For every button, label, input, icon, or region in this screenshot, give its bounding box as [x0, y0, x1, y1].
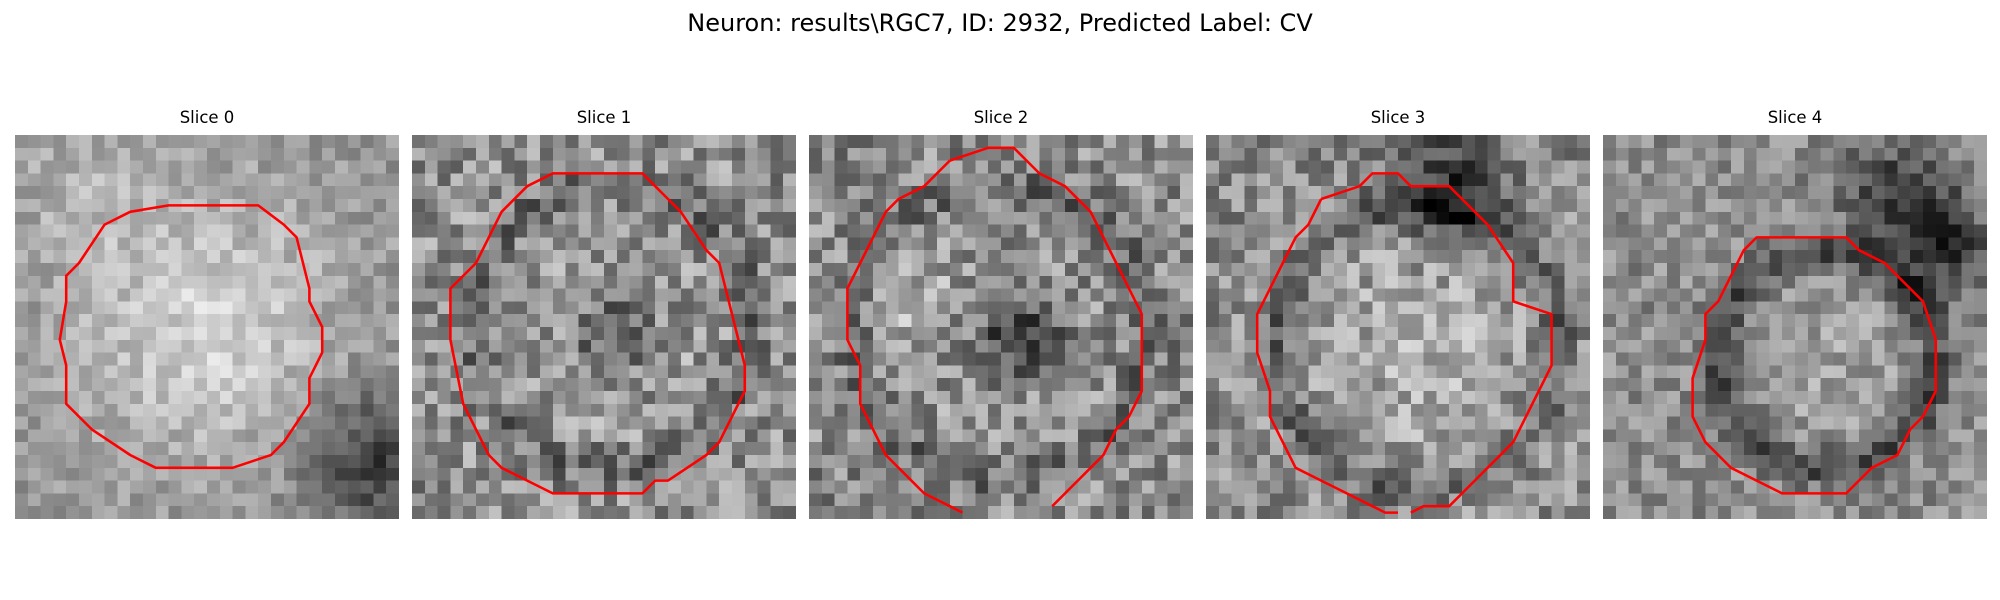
slice-image-4 [1603, 135, 1987, 519]
slice-pixels-3 [1206, 135, 1590, 519]
slice-pixels-0 [15, 135, 399, 519]
slice-image-1 [412, 135, 796, 519]
roi-contour-4 [1691, 236, 1938, 495]
slice-panel-4: Slice 4 [1603, 108, 1987, 519]
slice-image-3 [1206, 135, 1590, 519]
roi-contour-2 [846, 146, 1144, 514]
roi-contour-0 [58, 204, 324, 470]
slice-pixels-4 [1603, 135, 1987, 519]
slice-image-0 [15, 135, 399, 519]
slice-pixels-1 [412, 135, 796, 519]
figure-title: Neuron: results\RGC7, ID: 2932, Predicte… [687, 9, 1313, 37]
slice-panel-1: Slice 1 [412, 108, 796, 519]
slice-panel-2: Slice 2 [809, 108, 1193, 519]
roi-contour-1 [449, 172, 747, 495]
slice-panel-0: Slice 0 [15, 108, 399, 519]
slice-pixels-2 [809, 135, 1193, 519]
slice-panel-3: Slice 3 [1206, 108, 1590, 519]
roi-contour-3 [1255, 172, 1553, 514]
slice-title-2: Slice 2 [973, 108, 1029, 127]
slice-title-1: Slice 1 [576, 108, 632, 127]
slice-title-0: Slice 0 [179, 108, 235, 127]
slice-image-2 [809, 135, 1193, 519]
slice-title-3: Slice 3 [1370, 108, 1426, 127]
slice-title-4: Slice 4 [1767, 108, 1823, 127]
